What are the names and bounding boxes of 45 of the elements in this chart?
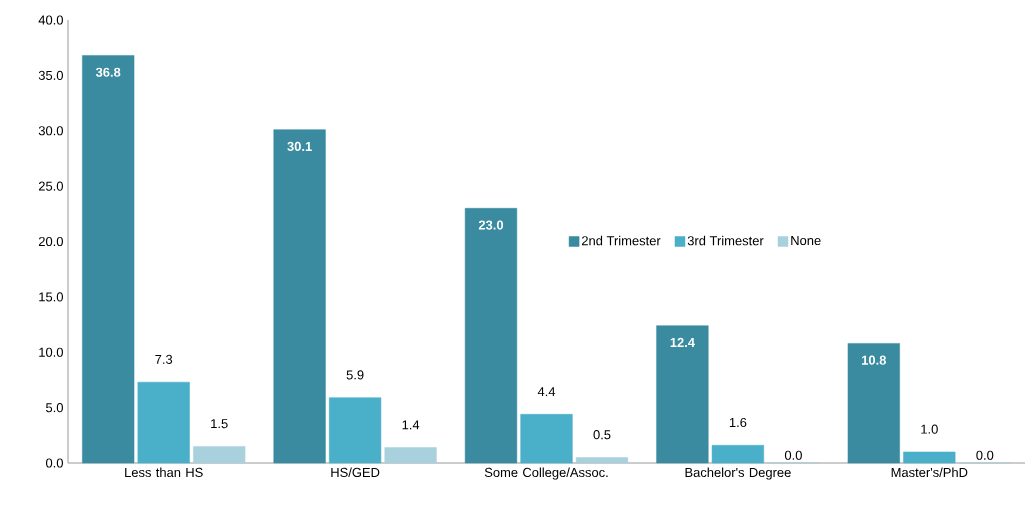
bar [903,451,956,464]
data-label: 1.6 [729,417,747,428]
y-tick-label: 35.0 [38,70,63,80]
data-label: 10.8 [862,355,887,365]
bar [575,457,629,464]
y-tick-label: 30.0 [38,126,63,136]
y-tick-label: 20.0 [38,236,63,247]
data-label: 30.1 [287,141,312,152]
data-label: 4.4 [537,387,556,397]
data-label: 1.5 [211,419,228,429]
bar [384,447,437,464]
x-tick-label: Less than HS [125,467,203,478]
bar [520,414,573,464]
bar [711,445,764,464]
y-tick-label: 25.0 [38,181,63,191]
bar [273,129,326,464]
bar [847,343,900,464]
data-label: 36.8 [95,67,121,77]
legend-label: 2nd Trimester [581,235,661,246]
y-tick-label: 5.0 [46,403,63,413]
data-label: 12.4 [670,337,695,347]
x-tick-label: Master's/PhD [891,467,968,478]
x-tick-label: Bachelor's Degree [685,467,791,480]
legend-label: 3rd Trimester [687,235,764,246]
bar [464,208,518,464]
y-tick-label: 15.0 [39,292,63,302]
data-label: 1.0 [921,424,938,434]
bar [329,397,382,464]
bar [137,381,190,464]
data-label: 5.9 [346,370,364,380]
data-label: 23.0 [478,220,504,230]
bar [193,446,246,464]
data-label: 7.3 [155,354,173,364]
data-label: 0.5 [593,430,611,440]
y-tick-label: 0.0 [45,458,63,468]
data-label: 0.0 [784,450,802,460]
bar [82,55,135,464]
x-tick-label: Some College/Assoc. [484,467,608,480]
y-tick-label: 40.0 [38,15,63,25]
data-label: 0.0 [976,450,994,460]
y-tick-label: 10.0 [39,347,63,357]
legend-label: None [791,236,821,246]
bar [656,325,709,464]
data-label: 1.4 [402,420,420,430]
x-tick-label: HS/GED [331,467,380,478]
